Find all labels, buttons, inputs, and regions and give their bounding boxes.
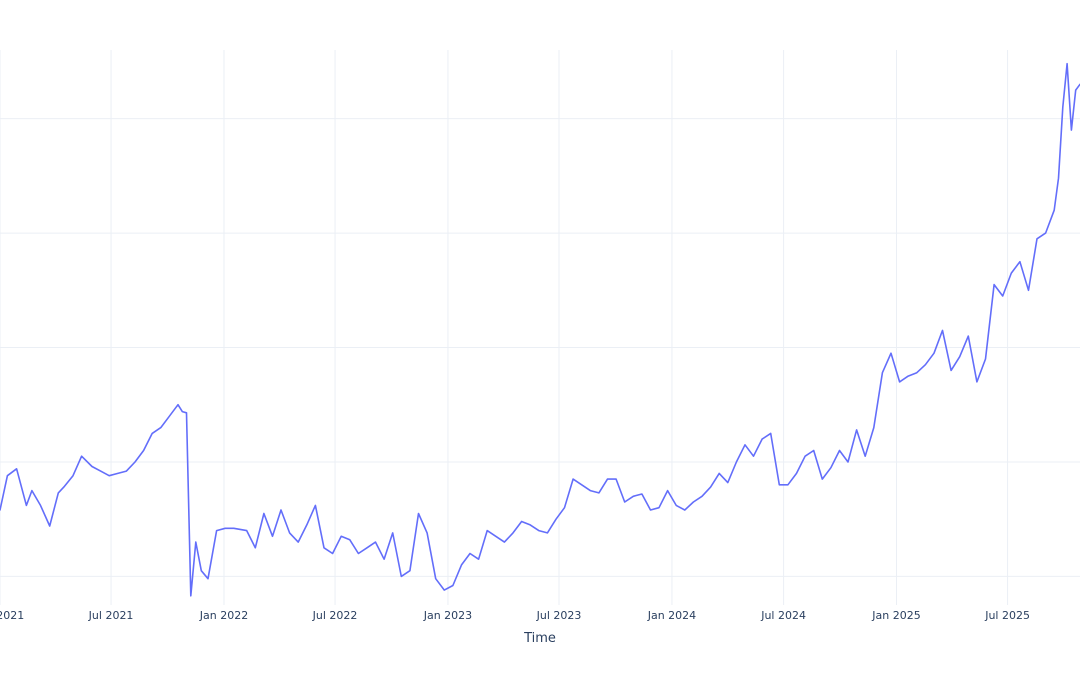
x-tick-label: Jan 2021 (0, 609, 24, 622)
x-tick-label: Jul 2025 (984, 609, 1030, 622)
x-tick-labels: Jan 2021 Jul 2021 Jan 2022 Jul 2022 Jan 2023… (0, 609, 1030, 622)
series-layer (0, 62, 1080, 597)
x-axis-title: Time (523, 631, 556, 646)
x-tick-label: Jan 2022 (199, 609, 248, 622)
x-tick-label: Jul 2024 (760, 609, 806, 622)
x-tick-label: Jul 2022 (312, 609, 358, 622)
x-tick-label: Jan 2023 (423, 609, 472, 622)
x-tick-label: Jul 2021 (88, 609, 134, 622)
x-tick-label: Jan 2024 (647, 609, 696, 622)
x-tick-label: Jul 2023 (536, 609, 582, 622)
grid-layer (0, 50, 1080, 605)
series-line (0, 62, 1080, 597)
x-tick-label: Jan 2025 (871, 609, 920, 622)
